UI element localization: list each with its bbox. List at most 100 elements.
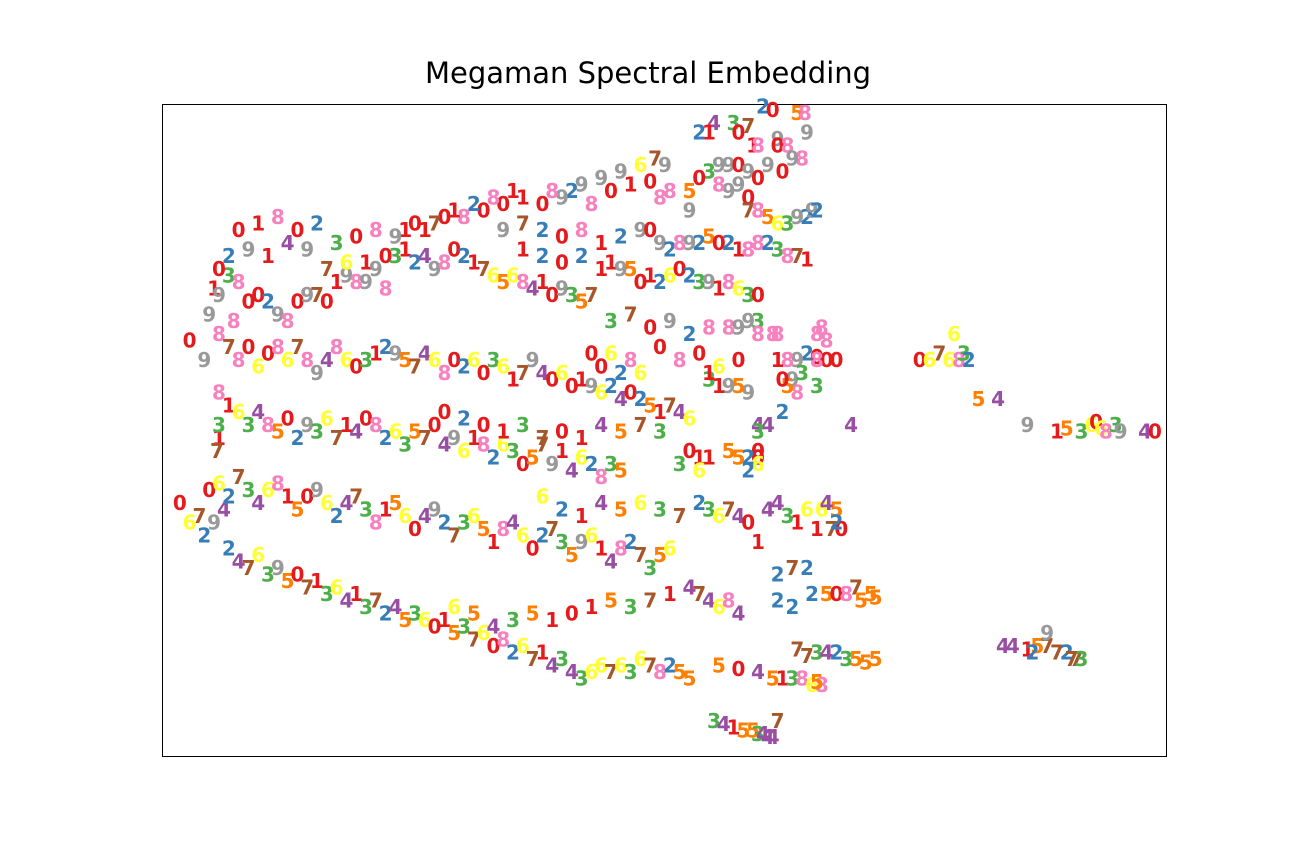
- digit-point: 0: [477, 199, 491, 223]
- digit-point: 5: [810, 670, 824, 694]
- digit-point: 4: [320, 348, 334, 372]
- digit-point: 0: [766, 98, 780, 122]
- digit-point: 9: [212, 283, 226, 307]
- digit-point: 4: [281, 231, 295, 255]
- digit-point: 0: [810, 345, 824, 369]
- digit-point: 5: [477, 517, 491, 541]
- digit-point: 2: [692, 231, 706, 255]
- digit-point: 8: [795, 667, 809, 691]
- digit-point: 9: [614, 160, 628, 184]
- digit-point: 0: [261, 342, 275, 366]
- digit-point: 1: [486, 530, 500, 554]
- digit-point: 9: [300, 238, 314, 262]
- digit-point: 3: [330, 231, 344, 255]
- digit-point: 8: [815, 673, 829, 697]
- digit-point: 2: [761, 231, 775, 255]
- digit-point: 0: [496, 192, 510, 216]
- digit-point: 7: [241, 556, 255, 580]
- digit-point: 1: [535, 641, 549, 665]
- digit-point: 4: [702, 589, 716, 613]
- digit-point: 9: [741, 160, 755, 184]
- digit-point: 7: [741, 114, 755, 138]
- digit-point: 9: [731, 173, 745, 197]
- digit-point: 2: [614, 361, 628, 385]
- digit-point: 2: [741, 446, 755, 470]
- digit-point: 6: [805, 673, 819, 697]
- digit-point: 9: [388, 342, 402, 366]
- digit-point: 9: [1114, 420, 1128, 444]
- digit-point: 8: [330, 335, 344, 359]
- digit-point: 3: [555, 530, 569, 554]
- digit-point: 0: [212, 257, 226, 281]
- digit-point: 1: [349, 582, 363, 606]
- digit-point: 9: [359, 270, 373, 294]
- digit-point: 8: [653, 186, 667, 210]
- digit-point: 2: [604, 374, 618, 398]
- digit-point: 2: [457, 407, 471, 431]
- digit-point: 0: [820, 348, 834, 372]
- digit-point: 8: [477, 433, 491, 457]
- digit-point: 3: [604, 452, 618, 476]
- digit-point: 3: [457, 511, 471, 535]
- digit-point: 2: [829, 641, 843, 665]
- digit-point: 5: [575, 290, 589, 314]
- digit-point: 5: [849, 647, 863, 671]
- digit-point: 2: [535, 218, 549, 242]
- digit-point: 7: [192, 504, 206, 528]
- digit-point: 5: [614, 459, 628, 483]
- digit-point: 8: [271, 335, 285, 359]
- digit-point: 2: [722, 231, 736, 255]
- digit-point: 0: [349, 355, 363, 379]
- digit-point: 4: [820, 491, 834, 515]
- digit-point: 8: [798, 101, 812, 125]
- digit-point: 0: [584, 342, 598, 366]
- digit-point: 8: [369, 218, 383, 242]
- digit-point: 5: [780, 374, 794, 398]
- digit-point: 1: [810, 517, 824, 541]
- digit-point: 7: [232, 465, 246, 489]
- digit-point: 9: [761, 153, 775, 177]
- digit-point: 4: [707, 111, 721, 135]
- digit-point: 8: [722, 316, 736, 340]
- digit-point: 6: [330, 576, 344, 600]
- digit-point: 0: [673, 257, 687, 281]
- digit-point: 3: [241, 413, 255, 437]
- digit-point: 1: [467, 426, 481, 450]
- digit-point: 7: [408, 355, 422, 379]
- digit-point: 0: [241, 290, 255, 314]
- digit-point: 3: [707, 709, 721, 733]
- digit-point: 2: [1060, 641, 1074, 665]
- digit-point: 0: [829, 348, 843, 372]
- digit-point: 7: [932, 342, 946, 366]
- digit-point: 5: [736, 719, 750, 743]
- digit-point: 5: [854, 589, 868, 613]
- digit-point: 7: [428, 212, 442, 236]
- digit-point: 7: [1065, 647, 1079, 671]
- digit-point: 9: [428, 498, 442, 522]
- digit-point: 3: [212, 413, 226, 437]
- digit-point: 8: [839, 582, 853, 606]
- digit-point: 3: [408, 602, 422, 626]
- digit-point: 5: [820, 582, 834, 606]
- digit-point: 7: [643, 589, 657, 613]
- digit-point: 9: [1040, 621, 1054, 645]
- digit-point: 5: [869, 585, 883, 609]
- digit-point: 9: [785, 147, 799, 171]
- digit-point: 3: [1109, 413, 1123, 437]
- digit-point: 0: [653, 335, 667, 359]
- digit-point: 6: [614, 654, 628, 678]
- digit-point: 1: [261, 244, 275, 268]
- digit-point: 0: [290, 563, 304, 587]
- digit-point: 7: [210, 439, 224, 463]
- digit-point: 4: [388, 595, 402, 619]
- digit-point: 4: [594, 491, 608, 515]
- digit-point: 1: [516, 238, 530, 262]
- digit-point: 3: [702, 498, 716, 522]
- digit-point: 5: [702, 225, 716, 249]
- digit-point: 2: [741, 459, 755, 483]
- digit-point: 0: [682, 439, 696, 463]
- digit-point: 9: [300, 283, 314, 307]
- digit-point: 3: [241, 478, 255, 502]
- digit-point: 9: [555, 186, 569, 210]
